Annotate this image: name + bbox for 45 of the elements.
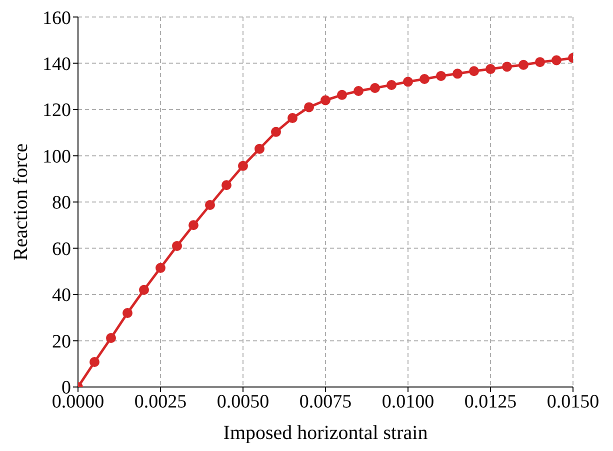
x-tick-label: 0.0100 xyxy=(382,391,434,412)
y-tick-label: 100 xyxy=(42,146,71,168)
point xyxy=(172,240,182,251)
point xyxy=(535,57,545,68)
y-axis-title: Reaction force xyxy=(10,143,32,261)
x-tick-label: 0.0025 xyxy=(134,391,187,412)
point xyxy=(122,308,132,318)
point xyxy=(386,80,396,90)
point xyxy=(518,60,528,70)
point xyxy=(370,82,380,93)
point xyxy=(254,144,264,154)
x-axis-title: Imposed horizontal strain xyxy=(223,422,428,444)
x-tick-label: 0.0050 xyxy=(216,391,270,412)
point xyxy=(271,126,281,137)
point xyxy=(288,113,298,124)
y-tick-label: 160 xyxy=(42,8,71,29)
point xyxy=(552,55,562,66)
point xyxy=(238,160,248,171)
point xyxy=(139,284,149,295)
x-tick-label: 0.0125 xyxy=(464,391,517,412)
point xyxy=(106,332,116,343)
point xyxy=(502,62,512,72)
y-tick-label: 140 xyxy=(42,54,71,75)
point xyxy=(188,220,198,230)
y-tick-label: 40 xyxy=(52,285,71,306)
y-tick-label: 80 xyxy=(52,192,71,214)
y-tick-label: 120 xyxy=(42,100,71,122)
point xyxy=(469,66,479,76)
point xyxy=(205,200,215,210)
point xyxy=(486,64,496,74)
point xyxy=(156,262,166,273)
point xyxy=(304,102,314,112)
point xyxy=(436,70,446,81)
x-tick-label: 0.0150 xyxy=(546,391,600,412)
point xyxy=(90,357,100,368)
point xyxy=(320,95,330,106)
point xyxy=(354,86,364,96)
point xyxy=(420,74,430,84)
point xyxy=(337,90,347,100)
point xyxy=(452,68,462,79)
point xyxy=(403,76,413,87)
y-tick-label: 20 xyxy=(52,331,71,352)
x-tick-label: 0.0075 xyxy=(299,391,352,412)
point xyxy=(222,180,232,190)
y-tick-label: 60 xyxy=(52,238,71,260)
